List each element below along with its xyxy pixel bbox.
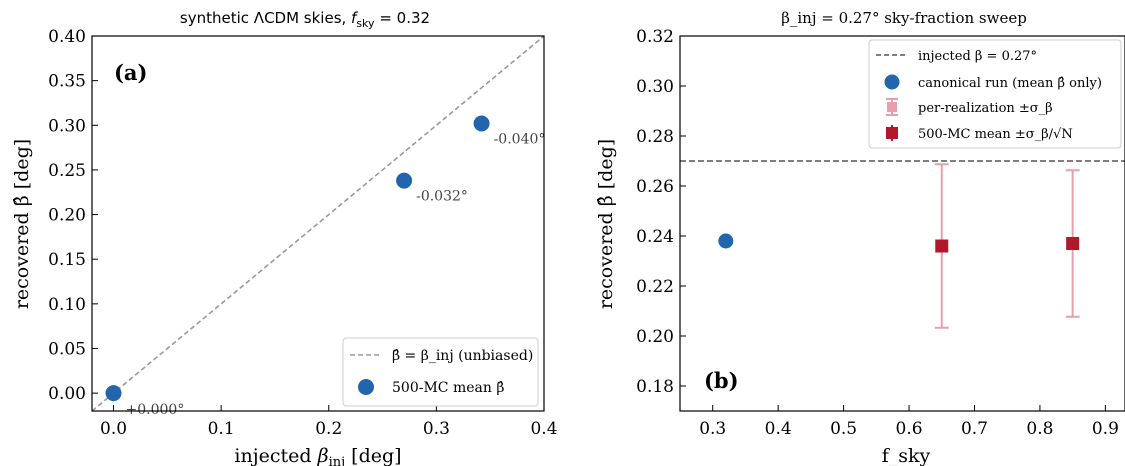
y-tick-label: 0.35 xyxy=(48,72,86,92)
x-tick-label: 0.1 xyxy=(208,419,235,439)
x-tick-label: 0.5 xyxy=(830,419,857,439)
mc-mean-square-point xyxy=(935,239,949,253)
panel-b-xlabel: f_sky xyxy=(882,445,931,466)
y-tick-label: 0.22 xyxy=(636,277,674,297)
canonical-point xyxy=(718,233,734,249)
mc-mean-square-point xyxy=(1066,237,1080,250)
y-tick-label: 0.30 xyxy=(48,116,86,136)
panel-a-legend-box xyxy=(342,337,539,407)
y-tick-label: 0.24 xyxy=(636,227,674,247)
legend-per-realization-label: per-realization ±σ_β xyxy=(918,101,1053,116)
mc-mean-point xyxy=(396,172,413,189)
y-tick-label: 0.32 xyxy=(636,27,674,47)
panel-a-annotations: +0.000° -0.032° -0.040° xyxy=(126,132,546,419)
x-tick-label: 0.9 xyxy=(1092,419,1119,439)
x-tick-label: 0.7 xyxy=(961,419,988,439)
legend-canonical-swatch xyxy=(884,74,900,90)
panel-a-frame xyxy=(91,35,545,412)
mc-mean-point xyxy=(105,385,122,402)
y-tick-label: 0.10 xyxy=(48,295,86,315)
x-tick-label: 0.0 xyxy=(100,419,127,439)
legend-unbiased-label: β̂ = β_inj (unbiased) xyxy=(392,348,533,364)
panel-a-label: (a) xyxy=(114,60,147,85)
mc-mean-point xyxy=(473,115,490,132)
x-tick-label: 0.3 xyxy=(699,419,726,439)
panel-b-frame xyxy=(679,35,1125,412)
legend-canonical-label: canonical run (mean β̂ only) xyxy=(918,76,1102,91)
panel-a-y-ticks: 0.00 0.05 0.10 0.15 0.20 0.25 0.30 0.35 0.40 xyxy=(48,27,98,404)
panel-a-title: synthetic ΛCDM skies, fsky = 0.32 xyxy=(180,9,430,30)
y-tick-label: 0.25 xyxy=(48,161,86,181)
panel-a-xlabel: injected βinj [deg] xyxy=(234,445,401,466)
legend-mc-mean-square-label: 500-MC mean ±σ_β/√N xyxy=(918,127,1073,142)
panel-b: β_inj = 0.27° sky-fraction sweep 0.3 0.4 0… xyxy=(595,9,1125,466)
panel-b-label: (b) xyxy=(704,368,739,393)
y-tick-label: 0.00 xyxy=(48,384,86,404)
y-tick-label: 0.15 xyxy=(48,250,86,270)
panel-b-y-ticks: 0.18 0.20 0.22 0.24 0.26 0.28 0.30 0.32 xyxy=(636,27,686,397)
bias-annotation: -0.040° xyxy=(494,132,546,148)
panel-b-legend-box xyxy=(868,39,1122,149)
panel-b-legend: injected β = 0.27° canonical run (mean β… xyxy=(868,39,1122,149)
y-tick-label: 0.05 xyxy=(48,340,86,360)
panel-a-legend: β̂ = β_inj (unbiased) 500-MC mean β̂ xyxy=(342,337,539,407)
panel-a: synthetic ΛCDM skies, fsky = 0.32 +0.000… xyxy=(11,9,558,466)
y-tick-label: 0.30 xyxy=(636,77,674,97)
panel-a-x-ticks: 0.0 0.1 0.2 0.3 0.4 xyxy=(100,405,558,439)
x-tick-label: 0.2 xyxy=(315,419,342,439)
y-tick-label: 0.20 xyxy=(48,206,86,226)
x-tick-label: 0.6 xyxy=(896,419,923,439)
y-tick-label: 0.28 xyxy=(636,127,674,147)
diagonal-line xyxy=(91,35,545,412)
y-tick-label: 0.26 xyxy=(636,177,674,197)
legend-mc-mean-square-swatch xyxy=(886,125,898,141)
panel-a-points xyxy=(105,115,490,402)
x-tick-label: 0.3 xyxy=(423,419,450,439)
x-tick-label: 0.4 xyxy=(765,419,792,439)
panel-a-ylabel: recovered β̂ [deg] xyxy=(11,139,33,309)
x-tick-label: 0.8 xyxy=(1026,419,1053,439)
y-tick-label: 0.40 xyxy=(48,27,86,47)
panel-b-x-ticks: 0.3 0.4 0.5 0.6 0.7 0.8 0.9 xyxy=(699,405,1119,439)
legend-mc-mean-label: 500-MC mean β̂ xyxy=(392,380,504,396)
panel-b-errorbars xyxy=(934,163,1080,329)
panel-b-points xyxy=(718,233,1080,253)
bias-annotation: +0.000° xyxy=(126,402,185,418)
legend-per-realization-swatch xyxy=(886,98,898,116)
legend-mc-mean-swatch xyxy=(358,379,374,395)
panel-b-title: β_inj = 0.27° sky-fraction sweep xyxy=(781,9,1027,27)
unbiased-reference-line xyxy=(91,35,545,412)
x-tick-label: 0.4 xyxy=(530,419,557,439)
bias-annotation: -0.032° xyxy=(416,189,468,205)
panel-b-ylabel: recovered β̂ [deg] xyxy=(595,139,617,309)
y-tick-label: 0.18 xyxy=(636,377,674,397)
y-tick-label: 0.20 xyxy=(636,327,674,347)
legend-injected-label: injected β = 0.27° xyxy=(918,49,1037,64)
